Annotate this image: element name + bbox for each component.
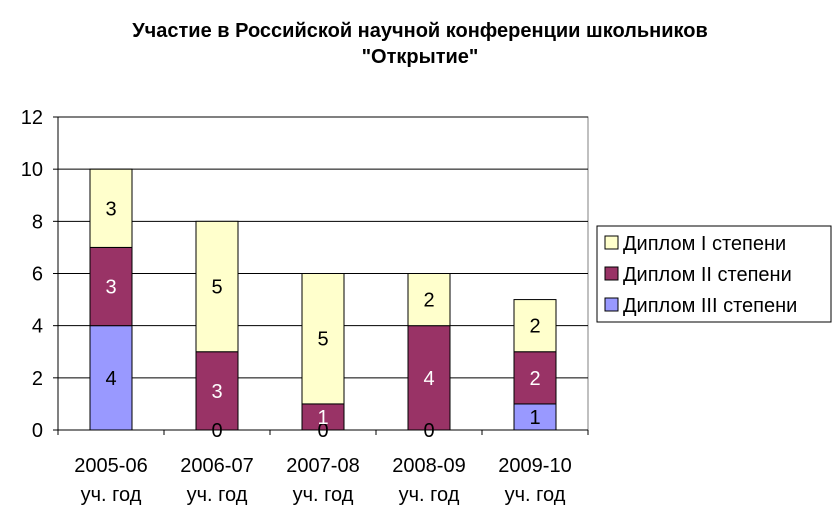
data-label: 2 [529,368,540,390]
data-label: 3 [211,381,222,403]
x-category-label: 2006-07 [180,455,253,477]
legend-label: Диплом I степени [623,233,786,255]
y-tick-label: 6 [32,264,43,286]
data-label: 3 [105,277,116,299]
data-label: 1 [317,407,328,429]
data-label: 2 [423,290,434,312]
bar-segment [89,246,133,327]
x-category-label: уч. год [505,484,566,506]
bar-segment [407,325,451,431]
chart-title-line-2: "Открытие" [361,46,479,68]
bar-segment [513,403,557,431]
y-tick-label: 4 [32,316,43,338]
y-tick-label: 12 [21,107,43,129]
x-category-label: 2009-10 [498,455,571,477]
bars [89,168,557,431]
chart-title-line-1: Участие в Российской научной конференции… [132,20,708,42]
data-label: 3 [105,198,116,220]
bar-segment [195,220,239,353]
x-category-label: уч. год [81,484,142,506]
data-label: 5 [317,329,328,351]
y-tick-label: 2 [32,368,43,390]
y-tick-label: 10 [21,159,43,181]
bar-segment [301,273,345,405]
y-tick-label: 8 [32,211,43,233]
bar-segment [407,273,451,327]
chart-title: Участие в Российской научной конференции… [0,18,840,70]
data-label: 4 [105,368,116,390]
bar-segment [301,403,345,431]
bar-segment [89,168,133,248]
legend-swatch [604,235,619,250]
data-label: 0 [317,420,328,442]
x-category-label: 2005-06 [74,455,147,477]
data-label: 0 [211,420,222,442]
bar-segment [513,299,557,353]
data-label: 1 [529,407,540,429]
bar-segment [195,351,239,431]
x-category-label: уч. год [293,484,354,506]
bar-segment [513,351,557,405]
data-label: 0 [423,420,434,442]
legend-box [596,225,832,323]
legend-swatch [604,297,619,312]
legend: Диплом I степени Диплом II степени Диплом … [596,225,832,323]
legend-label: Диплом II степени [623,264,792,286]
x-category-label: 2008-09 [392,455,465,477]
legend-label: Диплом III степени [623,295,797,317]
bar-segment [89,325,133,431]
legend-swatch [604,266,619,281]
data-label: 5 [211,277,222,299]
x-category-label: 2007-08 [286,455,359,477]
data-label: 2 [529,316,540,338]
y-tick-label: 0 [32,420,43,442]
x-category-label: уч. год [187,484,248,506]
x-category-label: уч. год [399,484,460,506]
data-label: 4 [423,368,434,390]
